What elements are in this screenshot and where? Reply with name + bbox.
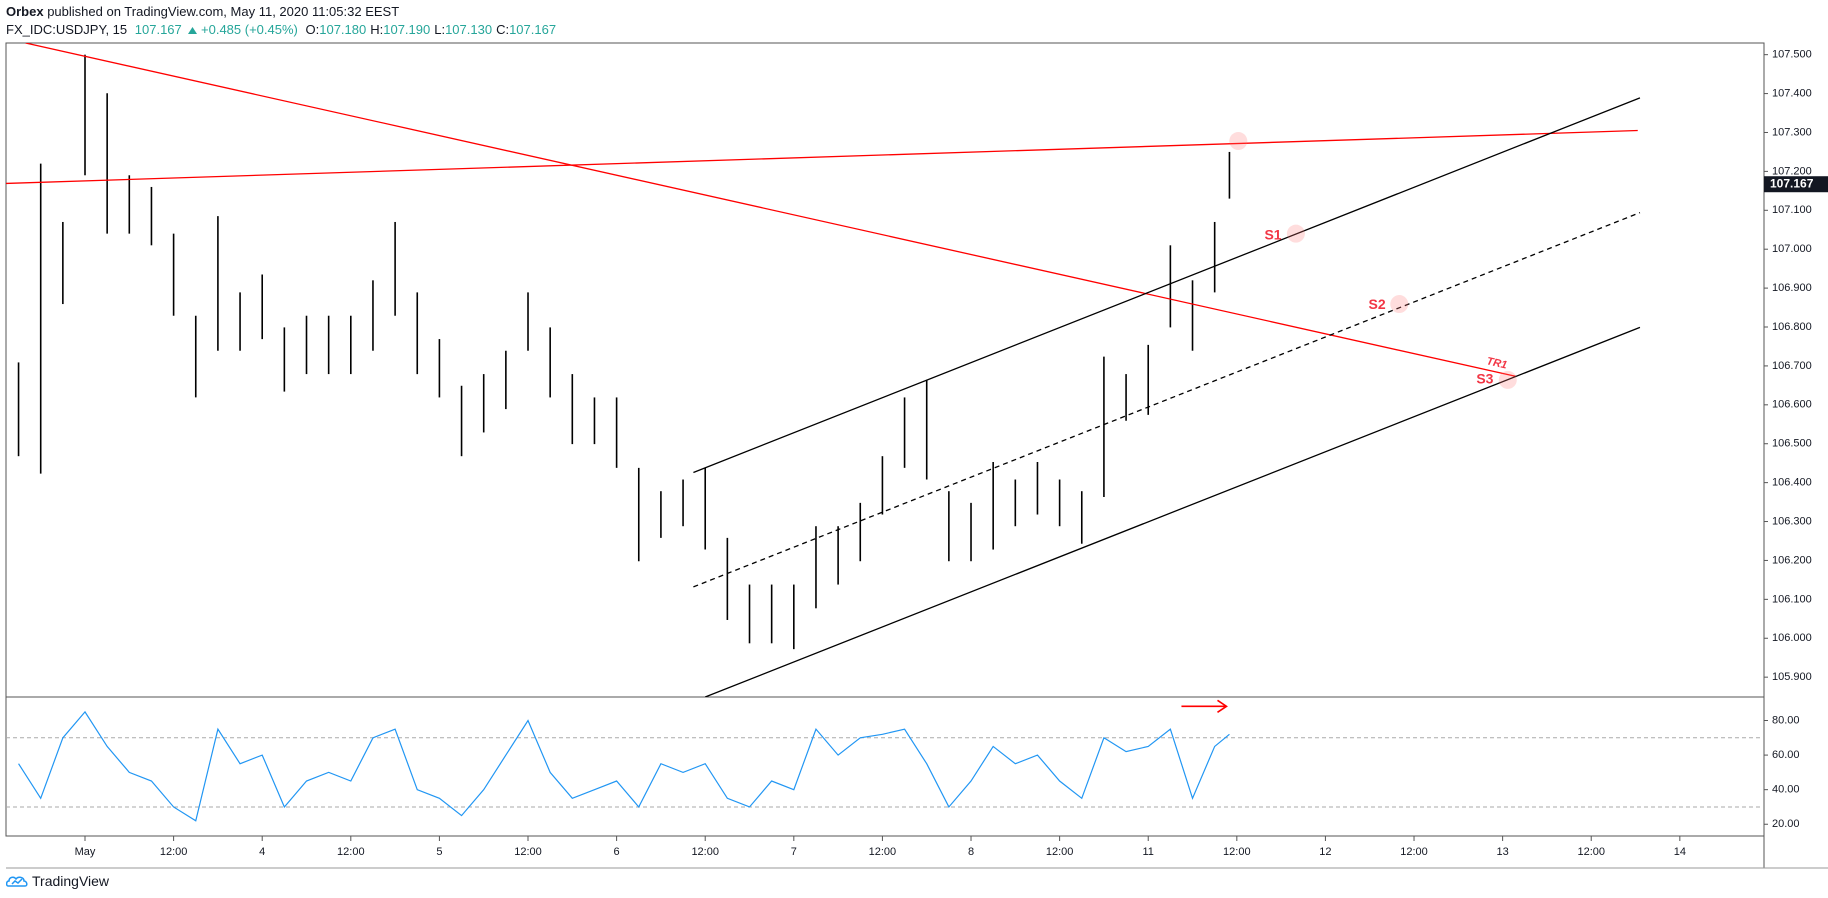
trend-line (25, 43, 1517, 378)
marker (1286, 224, 1305, 243)
published: published on TradingView.com, May 11, 20… (47, 4, 400, 19)
pane (6, 710, 1764, 822)
pane-border (5, 42, 1765, 837)
ohlc: O:107.180 H:107.190 L:107.130 C:107.167 (302, 22, 557, 37)
x-tick-label: May (75, 846, 96, 858)
y-tick-label: 106.900 (1772, 282, 1812, 294)
y-tick-label: 106.600 (1772, 399, 1812, 411)
y-tick-label: 107.100 (1772, 204, 1812, 216)
y-tick-label: 106.700 (1772, 360, 1812, 372)
x-tick-label: 13 (1497, 846, 1509, 858)
rsi-line (18, 710, 1230, 822)
y-tick-label: 106.300 (1772, 515, 1812, 527)
x-tick-label: 5 (436, 846, 442, 858)
y-tick-label: 107.400 (1772, 87, 1812, 99)
ohlc-label: L: (434, 22, 446, 37)
x-tick-label: 11 (1143, 846, 1154, 858)
last-price-box (1764, 176, 1828, 193)
symbol-line: FX_IDC:USDJPY, 15 107.167 +0.485 (+0.45%… (6, 21, 556, 39)
x-tick-label: 8 (968, 846, 974, 858)
x-tick-label: 7 (791, 846, 797, 858)
y-tick-label: 107.200 (1772, 165, 1812, 177)
x-tick-label: 12:00 (1400, 846, 1428, 858)
ohlc-value: 107.130 (445, 22, 493, 37)
y-tick-label: 105.900 (1772, 671, 1812, 683)
x-tick-label: 12:00 (691, 846, 719, 858)
brand: TradingView (32, 873, 110, 889)
y-tick-label: 40.00 (1772, 784, 1800, 796)
ohlc-label: O: (305, 22, 320, 37)
x-tick-label: 12 (1319, 846, 1331, 858)
up-icon (188, 27, 198, 35)
arrow (1181, 699, 1228, 714)
logo (6, 876, 28, 887)
x-tick-label: 6 (614, 846, 620, 858)
y-tick-label: 107.500 (1772, 49, 1812, 61)
x-tick-label: 12:00 (1223, 846, 1251, 858)
x-tick-label: 12:00 (1577, 846, 1605, 858)
y-tick-label: 106.400 (1772, 477, 1812, 489)
annotation-label: S1 (1264, 227, 1281, 243)
trend-line (693, 97, 1641, 474)
y-tick-label: 80.00 (1772, 714, 1800, 726)
marker (1229, 132, 1248, 151)
ohlc-value: 107.180 (319, 22, 367, 37)
x-tick-label: 12:00 (160, 846, 188, 858)
last: 107.167 (134, 22, 182, 37)
y-tick-label: 106.200 (1772, 554, 1812, 566)
y-tick-label: 107.000 (1772, 243, 1812, 255)
marker (1498, 370, 1517, 389)
author: Orbex (6, 4, 44, 19)
x-tick-label: 12:00 (514, 846, 542, 858)
annotation-label: S3 (1476, 371, 1493, 387)
x-tick-label: 12:00 (869, 846, 897, 858)
ohlc-value: 107.190 (383, 22, 431, 37)
publish-line: Orbex published on TradingView.com, May … (6, 3, 556, 21)
y-tick-label: 20.00 (1772, 818, 1800, 830)
y-tick-label: 106.500 (1772, 438, 1812, 450)
x-tick-label: 4 (259, 846, 265, 858)
y-tick-label: 106.000 (1772, 632, 1812, 644)
last-price-label: 107.167 (1770, 176, 1814, 190)
annotation-label: S2 (1369, 296, 1386, 312)
trend-line (693, 212, 1641, 588)
symbol: FX_IDC:USDJPY, 15 (6, 22, 128, 37)
y-tick-label: 107.300 (1772, 126, 1812, 138)
header: Orbex published on TradingView.com, May … (6, 3, 556, 39)
trend-line (6, 129, 1638, 185)
footer: TradingView (6, 873, 109, 889)
ohlc-label: H: (370, 22, 384, 37)
trend-line (704, 326, 1641, 697)
change: +0.485 (+0.45%) (201, 22, 298, 37)
x-tick-label: 12:00 (1046, 846, 1074, 858)
x-tick-label: 14 (1674, 846, 1686, 858)
y-tick-label: 106.100 (1772, 593, 1812, 605)
marker (1390, 295, 1409, 314)
y-tick-label: 106.800 (1772, 321, 1812, 333)
annotation-label: TR1 (1485, 355, 1508, 371)
ohlc-label: C: (496, 22, 510, 37)
y-tick-label: 60.00 (1772, 749, 1800, 761)
x-tick-label: 12:00 (337, 846, 365, 858)
ohlc-value: 107.167 (509, 22, 557, 37)
